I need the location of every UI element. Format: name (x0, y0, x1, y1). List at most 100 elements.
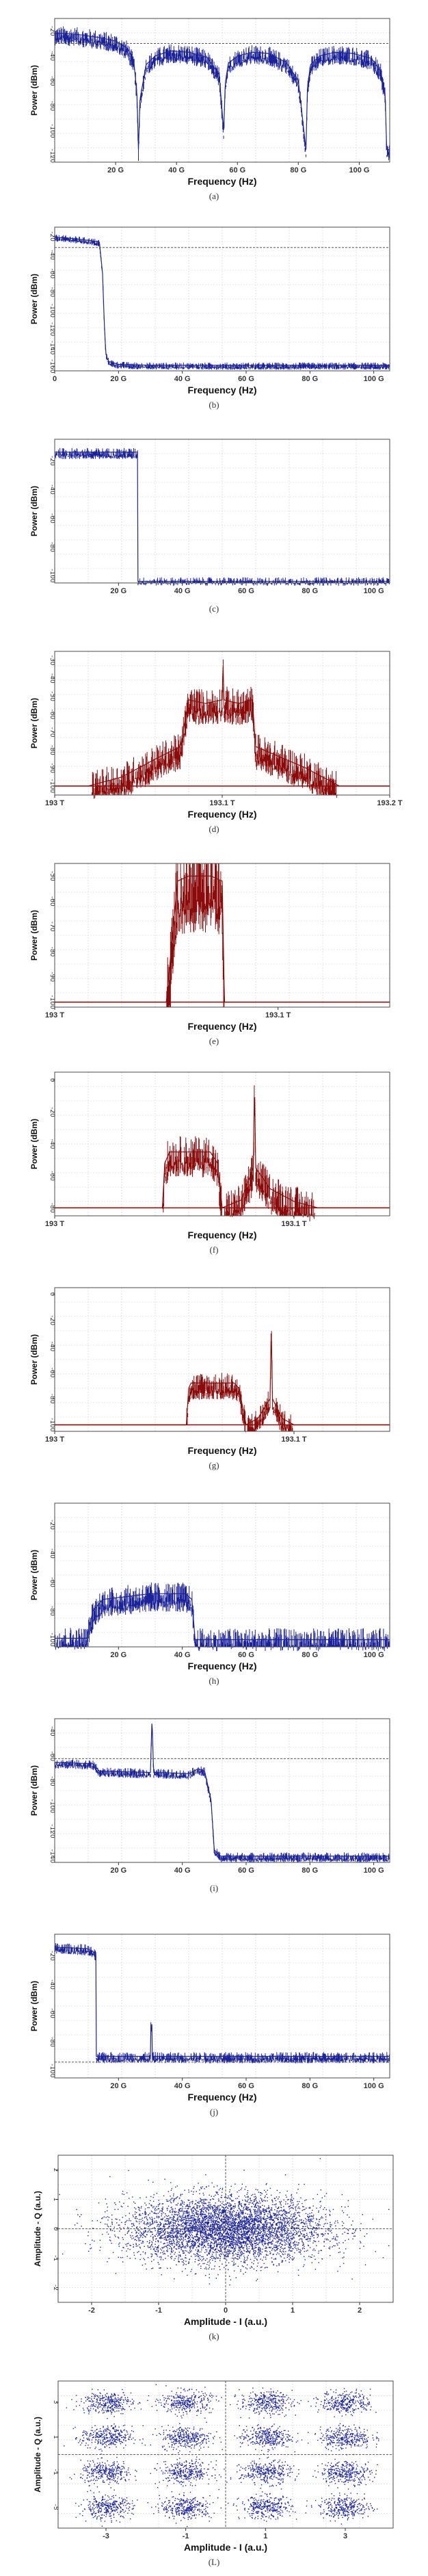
constellation-point (234, 2215, 235, 2217)
constellation-point (241, 2222, 243, 2224)
constellation-point (178, 2241, 179, 2243)
constellation-point (224, 2254, 226, 2256)
y-tick-label: -80 (49, 947, 55, 957)
constellation-point (309, 2232, 310, 2233)
constellation-point (312, 2227, 314, 2228)
constellation-point (284, 2214, 286, 2215)
x-tick-label: 20 G (110, 2082, 126, 2090)
constellation-point (297, 2211, 299, 2213)
constellation-point (213, 2198, 215, 2200)
constellation-point (126, 2226, 129, 2228)
constellation-point (111, 2222, 113, 2224)
constellation-point (209, 2205, 211, 2207)
constellation-point (158, 2245, 159, 2246)
figure-caption: (b) (209, 400, 219, 410)
constellation-point (144, 2227, 146, 2228)
constellation-point (193, 2241, 195, 2243)
constellation-point (178, 2210, 180, 2211)
constellation-point (230, 2234, 231, 2235)
constellation-point (200, 2259, 201, 2260)
constellation-point (274, 2213, 276, 2215)
constellation-point (215, 2237, 217, 2239)
constellation-point (239, 2226, 241, 2228)
constellation-point (258, 2246, 260, 2248)
constellation-point (264, 2205, 265, 2207)
constellation-point (109, 2176, 111, 2178)
constellation-point (176, 2230, 178, 2231)
constellation-point (375, 2251, 376, 2252)
constellation-point (249, 2251, 250, 2252)
constellation-point (291, 2207, 293, 2208)
constellation-point (280, 2233, 282, 2235)
constellation-point (161, 2235, 163, 2237)
constellation-point (186, 2226, 187, 2228)
constellation-point (173, 2222, 174, 2224)
constellation-point (122, 2256, 124, 2259)
constellation-point (149, 2241, 150, 2243)
constellation-point (187, 2220, 189, 2222)
constellation-point (170, 2250, 172, 2252)
constellation-point (202, 2222, 204, 2223)
constellation-point (215, 2241, 217, 2243)
constellation-point (233, 2251, 235, 2252)
constellation-point (213, 2228, 215, 2230)
constellation-point (167, 2207, 168, 2209)
constellation-point (226, 2233, 228, 2235)
constellation-point (211, 2239, 213, 2241)
constellation-point (167, 2237, 168, 2238)
constellation-point (232, 2225, 234, 2226)
constellation-point (266, 2254, 267, 2256)
constellation-point (287, 2212, 289, 2213)
constellation-point (219, 2231, 221, 2233)
y-tick-label: -60 (49, 1751, 55, 1761)
constellation-point (289, 2220, 291, 2222)
constellation-point (231, 2223, 232, 2224)
constellation-point (265, 2184, 267, 2185)
constellation-point (203, 2258, 204, 2259)
constellation-point (161, 2211, 163, 2213)
constellation-point (174, 2231, 176, 2233)
constellation-point (210, 2249, 211, 2250)
constellation-point (298, 2230, 299, 2232)
constellation-point (160, 2248, 161, 2250)
constellation-point (205, 2275, 206, 2276)
constellation-point (204, 2209, 206, 2211)
constellation-point (232, 2206, 234, 2207)
constellation-point (252, 2220, 254, 2221)
constellation-point (247, 2257, 248, 2259)
constellation-point (343, 2222, 345, 2224)
constellation-point (266, 2183, 267, 2185)
y-axis-label: Power (dBm) (29, 1119, 39, 1169)
constellation-point (199, 2243, 200, 2245)
constellation-point (308, 2220, 310, 2222)
constellation-point (223, 2209, 224, 2211)
constellation-point (170, 2182, 172, 2183)
constellation-point (167, 2244, 168, 2246)
constellation-point (132, 2196, 133, 2198)
constellation-point (219, 2260, 221, 2261)
constellation-point (153, 2248, 155, 2249)
constellation-point (243, 2226, 245, 2228)
constellation-point (250, 2219, 252, 2220)
constellation-point (330, 2230, 331, 2232)
constellation-point (269, 2212, 271, 2213)
y-tick-label: -20 (49, 1951, 55, 1961)
constellation-point (118, 2224, 119, 2226)
constellation-point (169, 2231, 170, 2233)
constellation-point (133, 2223, 134, 2224)
constellation-point (168, 2239, 170, 2241)
constellation-point (180, 2233, 183, 2235)
constellation-point (241, 2238, 243, 2239)
constellation-point (256, 2265, 258, 2267)
constellation-point (181, 2239, 183, 2240)
constellation-point (247, 2221, 248, 2222)
constellation-point (292, 2248, 293, 2250)
constellation-point (220, 2215, 222, 2217)
constellation-point (267, 2243, 269, 2245)
constellation-point (280, 2209, 282, 2211)
constellation-point (265, 2230, 267, 2232)
spectrum-envelope-b (55, 237, 390, 366)
constellation-point (164, 2226, 165, 2228)
constellation-point (254, 2220, 256, 2222)
constellation-point (237, 2224, 239, 2226)
